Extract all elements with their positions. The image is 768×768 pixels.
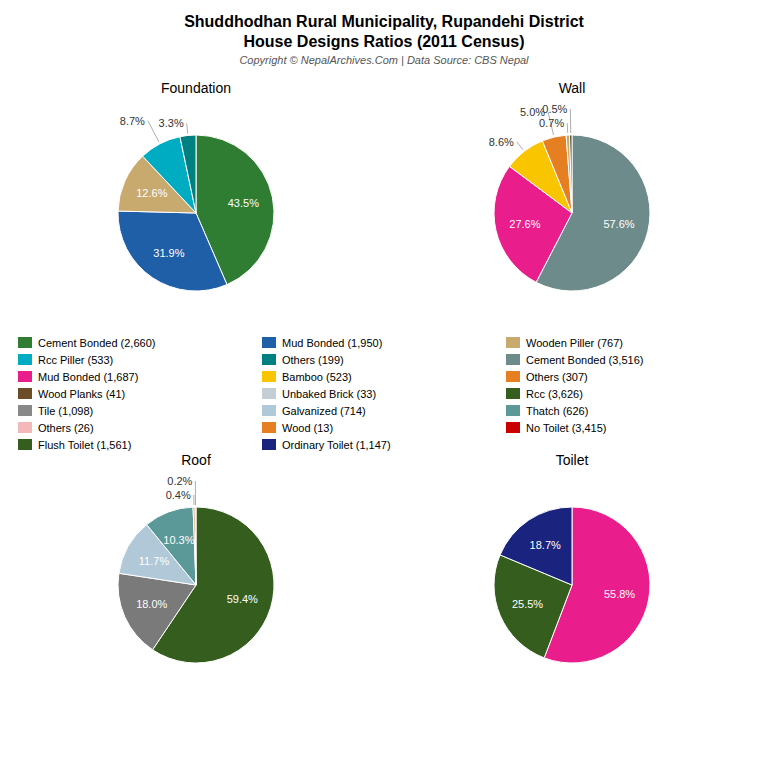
html-text:Thatch (626): Thatch (626) [526,404,589,417]
html-text:Foundation: Foundation [161,80,231,96]
html-text:Bamboo (523): Bamboo (523) [282,370,352,383]
svg-text:55.8%: 55.8% [604,588,635,600]
html-text:No Toilet (3,415): No Toilet (3,415) [526,421,607,434]
svg-text:0.7%: 0.7% [539,117,564,129]
html-text:Galvanized (714): Galvanized (714) [282,404,366,417]
svg-text:5.0%: 5.0% [520,105,545,118]
html-text:Others (307): Others (307) [526,370,588,383]
html-text:Others (199): Others (199) [282,353,344,366]
html-text:House Designs Ratios (2011 Cen: House Designs Ratios (2011 Census) [243,33,525,50]
svg-text:11.7%: 11.7% [139,555,170,567]
html-text:Others (26): Others (26) [38,421,94,434]
html-text:Shuddhodhan Rural Municipality: Shuddhodhan Rural Municipality, Rupandeh… [184,13,584,30]
html-text:Ordinary Toilet (1,147): Ordinary Toilet (1,147) [282,438,391,451]
svg-text:8.7%: 8.7% [120,115,145,127]
svg-text:3.3%: 3.3% [159,117,184,129]
svg-text:0.5%: 0.5% [542,103,567,115]
html-text:Unbaked Brick (33): Unbaked Brick (33) [282,387,377,400]
html-text:Wooden Piller (767): Wooden Piller (767) [526,336,623,349]
html-text:Toilet: Toilet [555,452,589,468]
svg-text:31.9%: 31.9% [153,247,184,259]
svg-text:18.0%: 18.0% [136,598,167,610]
svg-text:27.6%: 27.6% [509,218,540,230]
svg-text:0.4%: 0.4% [166,489,191,501]
html-text:Wall: Wall [558,80,586,96]
svg-text:57.6%: 57.6% [603,218,634,230]
svg-text:43.5%: 43.5% [228,197,259,209]
html-text:Cement Bonded (3,516): Cement Bonded (3,516) [526,353,644,366]
html-text:Mud Bonded (1,950): Mud Bonded (1,950) [282,336,383,349]
svg-text:25.5%: 25.5% [512,598,543,610]
html-text:Cement Bonded (2,660): Cement Bonded (2,660) [38,336,156,349]
html-text:Flush Toilet (1,561): Flush Toilet (1,561) [38,438,132,451]
svg-text:8.6%: 8.6% [489,136,514,148]
svg-text:0.2%: 0.2% [167,475,192,487]
html-text:Rcc (3,626): Rcc (3,626) [526,387,583,400]
html-text:Mud Bonded (1,687): Mud Bonded (1,687) [38,370,139,383]
html-text:Wood Planks (41): Wood Planks (41) [38,387,126,400]
html-text:Tile (1,098): Tile (1,098) [38,404,94,417]
html-text:Wood (13): Wood (13) [282,421,334,434]
html-text:Rcc Piller (533): Rcc Piller (533) [38,353,114,366]
svg-text:59.4%: 59.4% [227,593,258,605]
svg-text:12.6%: 12.6% [136,187,167,199]
html-text:Roof: Roof [181,452,211,468]
svg-text:10.3%: 10.3% [163,534,194,546]
svg-text:18.7%: 18.7% [530,539,561,551]
html-text:Copyright © NepalArchives.Com: Copyright © NepalArchives.Com | Data Sou… [239,54,529,66]
